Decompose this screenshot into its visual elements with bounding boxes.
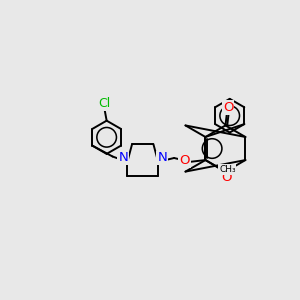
Text: Cl: Cl — [98, 97, 110, 110]
Text: CH₃: CH₃ — [219, 165, 236, 174]
Text: O: O — [179, 154, 190, 167]
Text: N: N — [118, 152, 128, 164]
Text: O: O — [223, 101, 233, 114]
Text: N: N — [158, 152, 167, 164]
Text: O: O — [221, 171, 232, 184]
